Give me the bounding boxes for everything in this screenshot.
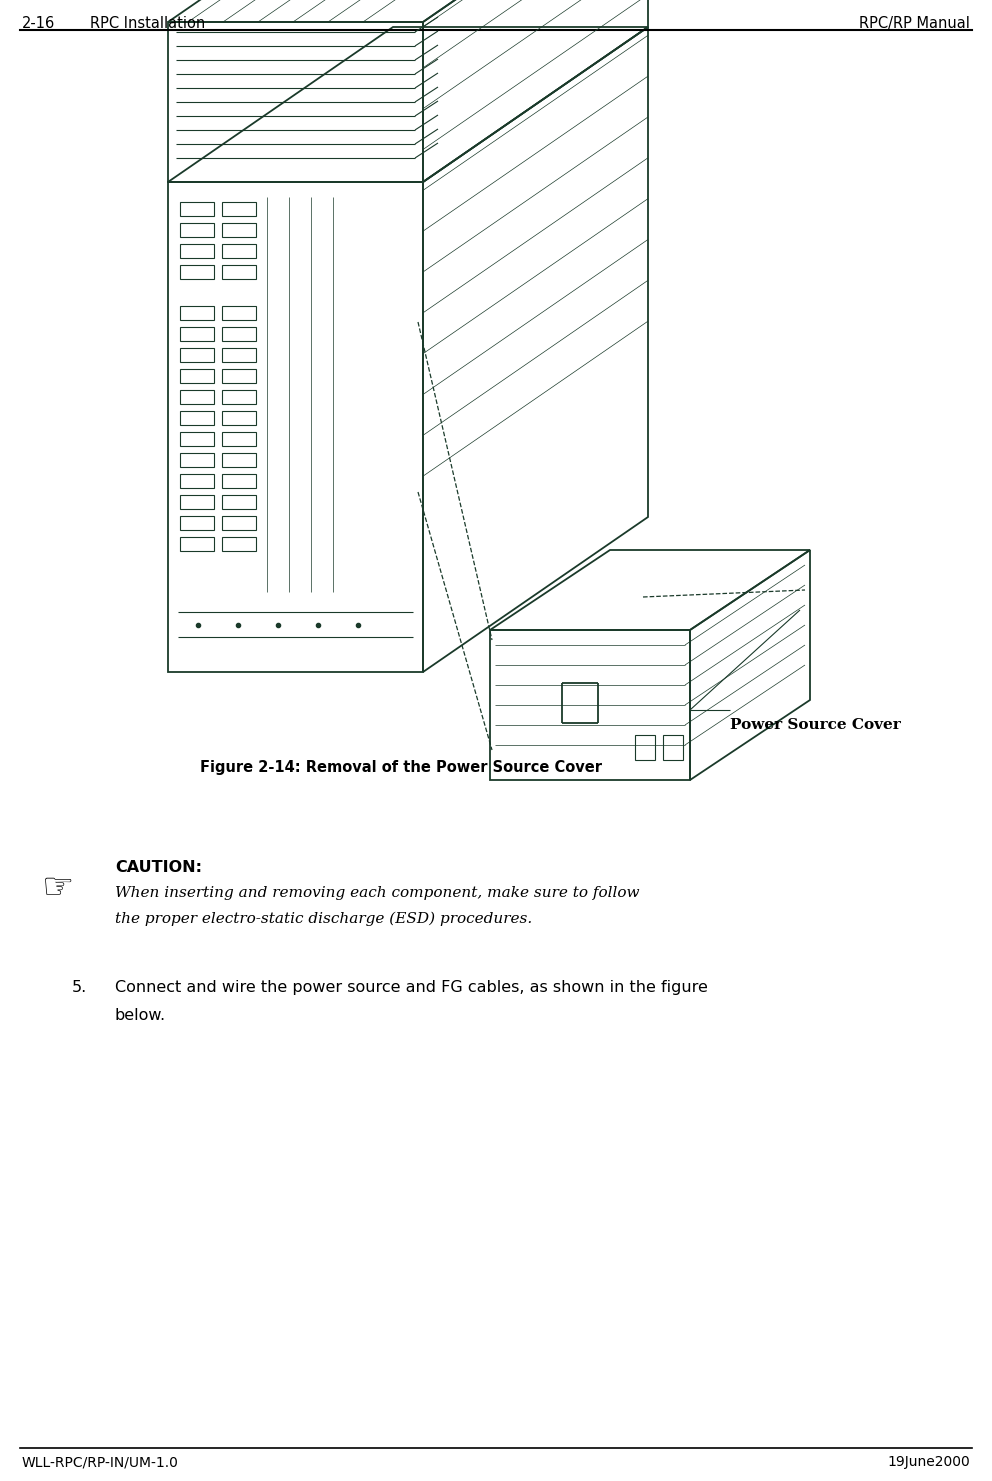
Bar [222, 390, 256, 404]
Bar [180, 224, 214, 237]
Bar [180, 327, 214, 341]
Bar [222, 412, 256, 425]
Bar [635, 735, 655, 760]
Bar [222, 224, 256, 237]
Text: When inserting and removing each component, make sure to follow: When inserting and removing each compone… [115, 886, 640, 900]
Bar [222, 538, 256, 551]
Bar [222, 515, 256, 530]
Text: RPC/RP Manual: RPC/RP Manual [859, 16, 970, 31]
Bar [180, 369, 214, 384]
Text: Figure 2-14: Removal of the Power Source Cover: Figure 2-14: Removal of the Power Source… [200, 760, 602, 775]
Bar [222, 495, 256, 509]
Bar [222, 474, 256, 489]
Bar [180, 348, 214, 361]
Bar [180, 412, 214, 425]
Bar [222, 265, 256, 278]
Bar [222, 453, 256, 467]
Bar [663, 735, 683, 760]
Bar [180, 495, 214, 509]
Text: Power Source Cover: Power Source Cover [730, 718, 901, 732]
Bar [180, 453, 214, 467]
Bar [180, 265, 214, 278]
Text: the proper electro-static discharge (ESD) procedures.: the proper electro-static discharge (ESD… [115, 912, 533, 927]
Text: RPC Installation: RPC Installation [90, 16, 205, 31]
Text: CAUTION:: CAUTION: [115, 860, 202, 875]
Bar [180, 244, 214, 258]
Bar [222, 348, 256, 361]
Bar [222, 307, 256, 320]
Text: WLL-RPC/RP-IN/UM-1.0: WLL-RPC/RP-IN/UM-1.0 [22, 1454, 179, 1469]
Text: 2-16: 2-16 [22, 16, 56, 31]
Bar [222, 201, 256, 216]
Text: 5.: 5. [72, 980, 87, 995]
Bar [222, 432, 256, 446]
Bar [222, 244, 256, 258]
Text: 19June2000: 19June2000 [887, 1454, 970, 1469]
Bar [222, 369, 256, 384]
Bar [180, 390, 214, 404]
Text: ☞: ☞ [42, 869, 74, 903]
Bar [180, 474, 214, 489]
Text: Connect and wire the power source and FG cables, as shown in the figure: Connect and wire the power source and FG… [115, 980, 708, 995]
Text: below.: below. [115, 1009, 166, 1023]
Bar [180, 432, 214, 446]
Bar [180, 515, 214, 530]
Bar [180, 538, 214, 551]
Bar [180, 201, 214, 216]
Bar [222, 327, 256, 341]
Bar [180, 307, 214, 320]
